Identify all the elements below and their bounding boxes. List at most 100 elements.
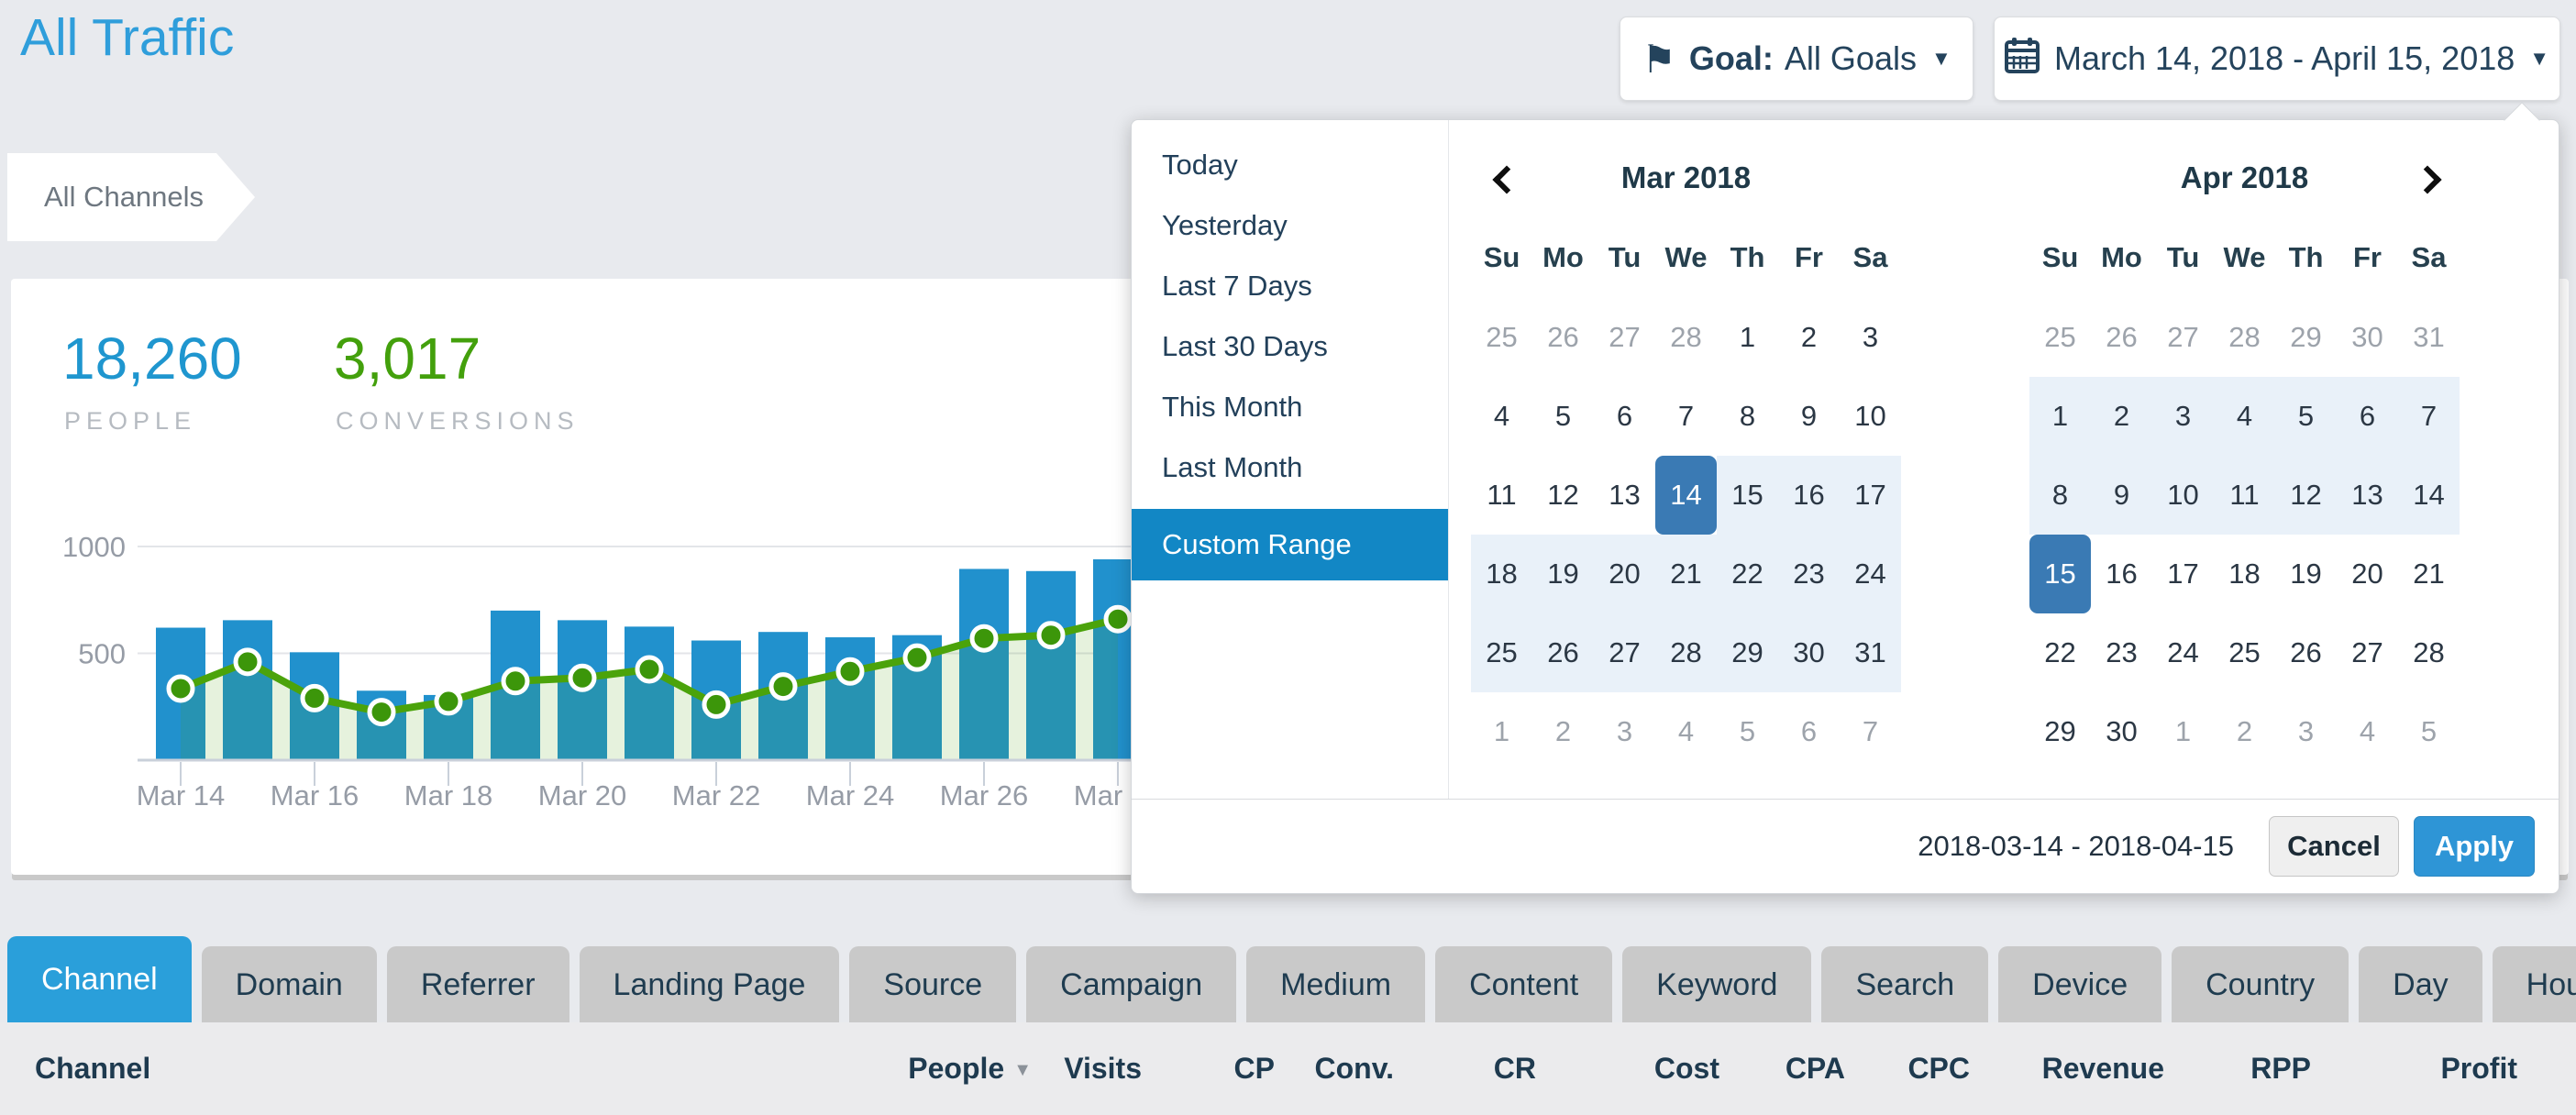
tab-content[interactable]: Content bbox=[1435, 946, 1613, 1023]
day-cell[interactable]: 22 bbox=[1717, 535, 1778, 613]
cancel-button[interactable]: Cancel bbox=[2269, 816, 2399, 877]
column-header-rpp[interactable]: RPP bbox=[2164, 1052, 2311, 1086]
day-cell[interactable]: 28 bbox=[2228, 321, 2261, 353]
day-cell[interactable]: 9 bbox=[1800, 400, 1818, 432]
column-header-cost[interactable]: Cost bbox=[1536, 1052, 1719, 1086]
day-cell[interactable]: 27 bbox=[2167, 321, 2199, 353]
day-cell[interactable]: 28 bbox=[2413, 636, 2445, 668]
day-cell[interactable]: 29 bbox=[1717, 613, 1778, 692]
day-cell[interactable]: 13 bbox=[1609, 479, 1641, 511]
preset-custom-range[interactable]: Custom Range bbox=[1132, 509, 1448, 580]
day-cell[interactable]: 3 bbox=[2297, 715, 2315, 747]
day-cell[interactable]: 29 bbox=[2044, 715, 2076, 747]
tab-domain[interactable]: Domain bbox=[201, 946, 377, 1023]
day-cell[interactable]: 3 bbox=[1616, 715, 1633, 747]
day-cell[interactable]: 14 bbox=[2398, 456, 2460, 535]
tab-source[interactable]: Source bbox=[849, 946, 1017, 1023]
breadcrumb[interactable]: All Channels bbox=[7, 153, 256, 241]
column-header-channel[interactable]: Channel bbox=[0, 1052, 853, 1086]
day-cell[interactable]: 1 bbox=[1493, 715, 1510, 747]
day-cell[interactable]: 17 bbox=[1840, 456, 1901, 535]
preset-last-7-days[interactable]: Last 7 Days bbox=[1162, 270, 1312, 302]
day-cell[interactable]: 24 bbox=[1840, 535, 1901, 613]
day-cell[interactable]: 1 bbox=[2174, 715, 2192, 747]
column-header-profit[interactable]: Profit bbox=[2311, 1052, 2517, 1086]
day-cell[interactable]: 18 bbox=[1471, 535, 1532, 613]
day-cell[interactable]: 7 bbox=[2398, 377, 2460, 456]
day-cell[interactable]: 5 bbox=[1554, 400, 1572, 432]
day-cell[interactable]: 25 bbox=[2228, 636, 2261, 668]
goal-selector-button[interactable]: ⚑ Goal: All Goals ▼ bbox=[1620, 17, 1973, 101]
tab-referrer[interactable]: Referrer bbox=[386, 946, 569, 1023]
tab-country[interactable]: Country bbox=[2172, 946, 2349, 1023]
day-cell[interactable]: 6 bbox=[1616, 400, 1633, 432]
day-cell[interactable]: 20 bbox=[2351, 558, 2383, 590]
column-header-revenue[interactable]: Revenue bbox=[1970, 1052, 2164, 1086]
day-cell[interactable]: 8 bbox=[2029, 456, 2091, 535]
day-cell[interactable]: 25 bbox=[1471, 613, 1532, 692]
day-cell[interactable]: 23 bbox=[2106, 636, 2138, 668]
day-cell[interactable]: 4 bbox=[2359, 715, 2376, 747]
day-cell[interactable]: 30 bbox=[2106, 715, 2138, 747]
date-range-button[interactable]: March 14, 2018 - April 15, 2018 ▼ bbox=[1994, 17, 2560, 101]
day-cell[interactable]: 25 bbox=[2044, 321, 2076, 353]
column-header-conv[interactable]: Conv. bbox=[1275, 1052, 1394, 1086]
day-cell-selected[interactable]: 14 bbox=[1655, 456, 1717, 535]
tab-channel[interactable]: Channel bbox=[7, 936, 192, 1023]
column-header-cpc[interactable]: CPC bbox=[1845, 1052, 1970, 1086]
day-cell[interactable]: 24 bbox=[2167, 636, 2199, 668]
day-cell[interactable]: 18 bbox=[2228, 558, 2261, 590]
day-cell[interactable]: 1 bbox=[1739, 321, 1756, 353]
day-cell[interactable]: 4 bbox=[1677, 715, 1695, 747]
day-cell[interactable]: 11 bbox=[2214, 456, 2275, 535]
tab-medium[interactable]: Medium bbox=[1246, 946, 1426, 1023]
day-cell[interactable]: 30 bbox=[2351, 321, 2383, 353]
day-cell[interactable]: 4 bbox=[1493, 400, 1510, 432]
day-cell[interactable]: 26 bbox=[2106, 321, 2138, 353]
day-cell[interactable]: 2 bbox=[2236, 715, 2253, 747]
day-cell[interactable]: 7 bbox=[1677, 400, 1695, 432]
column-header-visits[interactable]: Visits bbox=[1032, 1052, 1142, 1086]
prev-month-icon[interactable] bbox=[1491, 164, 1522, 200]
day-cell[interactable]: 12 bbox=[2275, 456, 2337, 535]
column-header-cp[interactable]: CP bbox=[1142, 1052, 1275, 1086]
day-cell[interactable]: 19 bbox=[2290, 558, 2322, 590]
preset-last-30-days[interactable]: Last 30 Days bbox=[1162, 330, 1328, 362]
day-cell[interactable]: 15 bbox=[1717, 456, 1778, 535]
day-cell[interactable]: 2 bbox=[2091, 377, 2152, 456]
day-cell[interactable]: 10 bbox=[1854, 400, 1886, 432]
day-cell[interactable]: 16 bbox=[2106, 558, 2138, 590]
next-month-icon[interactable] bbox=[2412, 164, 2443, 200]
tab-campaign[interactable]: Campaign bbox=[1026, 946, 1237, 1023]
day-cell[interactable]: 13 bbox=[2337, 456, 2398, 535]
day-cell[interactable]: 12 bbox=[1547, 479, 1579, 511]
column-header-people[interactable]: People ▼ bbox=[853, 1052, 1032, 1086]
day-cell[interactable]: 2 bbox=[1800, 321, 1818, 353]
preset-today[interactable]: Today bbox=[1162, 149, 1238, 181]
tab-landing-page[interactable]: Landing Page bbox=[579, 946, 840, 1023]
day-cell[interactable]: 22 bbox=[2044, 636, 2076, 668]
preset-last-month[interactable]: Last Month bbox=[1162, 451, 1303, 483]
day-cell[interactable]: 10 bbox=[2152, 456, 2214, 535]
day-cell[interactable]: 1 bbox=[2029, 377, 2091, 456]
day-cell[interactable]: 9 bbox=[2091, 456, 2152, 535]
day-cell[interactable]: 23 bbox=[1778, 535, 1840, 613]
day-cell[interactable]: 31 bbox=[1840, 613, 1901, 692]
day-cell[interactable]: 16 bbox=[1778, 456, 1840, 535]
column-header-cpa[interactable]: CPA bbox=[1719, 1052, 1845, 1086]
day-cell[interactable]: 2 bbox=[1554, 715, 1572, 747]
day-cell[interactable]: 31 bbox=[2413, 321, 2445, 353]
day-cell[interactable]: 21 bbox=[1655, 535, 1717, 613]
day-cell[interactable]: 27 bbox=[1609, 321, 1641, 353]
day-cell[interactable]: 4 bbox=[2214, 377, 2275, 456]
day-cell[interactable]: 5 bbox=[1739, 715, 1756, 747]
day-cell[interactable]: 27 bbox=[2351, 636, 2383, 668]
preset-yesterday[interactable]: Yesterday bbox=[1162, 209, 1288, 241]
day-cell[interactable]: 21 bbox=[2413, 558, 2445, 590]
day-cell[interactable]: 5 bbox=[2275, 377, 2337, 456]
day-cell[interactable]: 8 bbox=[1739, 400, 1756, 432]
day-cell[interactable]: 28 bbox=[1670, 321, 1702, 353]
day-cell[interactable]: 30 bbox=[1778, 613, 1840, 692]
day-cell[interactable]: 6 bbox=[1800, 715, 1818, 747]
day-cell[interactable]: 5 bbox=[2420, 715, 2438, 747]
